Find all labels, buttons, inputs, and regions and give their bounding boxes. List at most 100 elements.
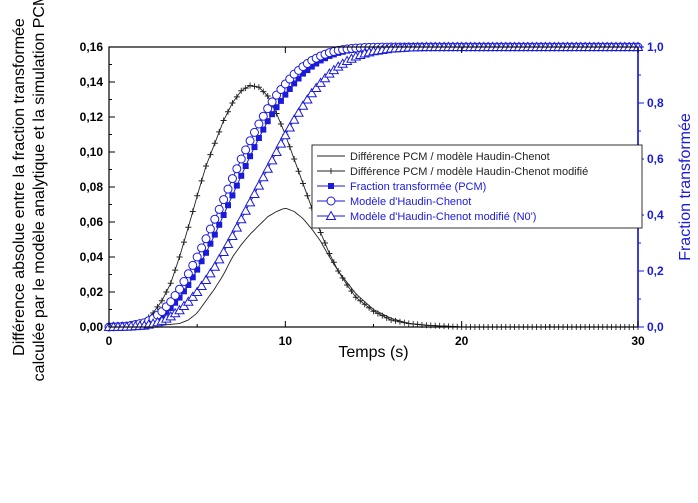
filled-square-marker <box>185 282 192 288</box>
filled-square-marker <box>277 97 284 104</box>
filled-square-marker <box>273 104 280 111</box>
open-circle-marker <box>179 277 189 286</box>
plus-marker <box>291 156 298 162</box>
filled-square-marker <box>255 135 262 141</box>
legend-item: Fraction transformée (PCM) <box>317 181 486 193</box>
open-circle-marker <box>219 195 229 205</box>
open-triangle-marker <box>182 296 194 306</box>
filled-square-marker <box>229 192 236 199</box>
right-y-tick-label: 0,0 <box>647 320 664 334</box>
plus-marker <box>251 83 258 90</box>
plus-marker <box>379 312 386 319</box>
plus-marker <box>370 308 377 315</box>
open-circle-marker <box>166 297 176 307</box>
open-circle-marker <box>175 284 185 294</box>
legend-item: Modèle d'Haudin-Chenot <box>317 196 471 208</box>
left-y-tick-label: 0,04 <box>80 250 104 264</box>
legend-label: Fraction transformée (PCM) <box>350 181 486 193</box>
left-y-axis-ticks: 0,00 0,02 0,04 0,06 0,08 0,10 0,12 0,14 0,16 <box>80 40 115 334</box>
filled-square-marker <box>286 86 293 92</box>
open-triangle-marker <box>213 253 225 264</box>
open-triangle-marker <box>205 267 216 278</box>
filled-square-marker <box>313 60 320 67</box>
plus-marker <box>260 88 267 95</box>
legend-item: Différence PCM / modèle Haudin-Chenot mo… <box>317 166 588 178</box>
filled-square-marker <box>242 163 249 169</box>
x-tick-label: 0 <box>106 334 113 348</box>
filled-square-marker <box>299 70 306 77</box>
left-y-tick-label: 0,14 <box>80 75 104 89</box>
open-triangle-marker <box>315 77 326 87</box>
plus-marker <box>348 288 355 295</box>
plus-marker <box>154 303 161 310</box>
plus-marker <box>277 121 284 127</box>
plus-marker <box>207 151 214 158</box>
filled-square-marker <box>238 172 245 179</box>
plus-marker <box>401 319 408 326</box>
plus-marker <box>304 192 311 199</box>
plus-marker <box>172 267 179 274</box>
plus-marker <box>299 180 306 187</box>
left-y-tick-label: 0,02 <box>80 285 104 299</box>
filled-square-marker <box>176 294 183 301</box>
right-y-tick-label: 0,6 <box>647 152 664 166</box>
open-triangle-marker <box>288 114 300 124</box>
legend-label: Modèle d'Haudin-Chenot modifié (N0') <box>350 211 536 223</box>
left-y-tick-label: 0,10 <box>80 145 104 159</box>
filled-square-marker <box>264 118 271 125</box>
open-triangle-marker <box>325 210 337 220</box>
plus-marker <box>339 275 346 281</box>
plus-marker <box>374 310 381 317</box>
plus-marker <box>383 314 390 321</box>
filled-square-marker <box>198 258 205 265</box>
filled-square-marker <box>233 182 240 189</box>
open-circle-marker <box>210 214 220 224</box>
plus-marker <box>185 224 192 231</box>
open-triangle-marker <box>235 213 247 224</box>
open-circle-marker <box>183 269 193 279</box>
open-triangle-marker <box>306 87 318 98</box>
open-circle-marker <box>197 243 207 253</box>
legend-label: Différence PCM / modèle Haudin-Chenot <box>350 151 550 163</box>
open-triangle-marker <box>227 230 238 240</box>
right-y-tick-label: 0,2 <box>647 264 664 278</box>
legend-item: Différence PCM / modèle Haudin-Chenot <box>317 151 550 163</box>
filled-square-marker <box>189 274 196 281</box>
right-y-axis-ticks: 0,0 0,2 0,4 0,6 0,8 1,0 <box>638 40 664 334</box>
plus-marker <box>238 87 245 94</box>
plus-marker <box>317 229 324 236</box>
open-circle-marker <box>223 184 233 194</box>
filled-square-marker <box>202 249 209 256</box>
open-triangle-marker <box>293 107 304 117</box>
left-y-axis-title-line-1: Différence absolue entre la fraction tra… <box>11 18 28 356</box>
open-circle-marker <box>245 136 255 146</box>
plus-marker <box>396 318 403 325</box>
open-triangle-marker <box>302 93 313 104</box>
plus-marker <box>194 192 201 199</box>
open-circle-marker <box>232 164 242 174</box>
open-triangle-marker <box>187 291 199 301</box>
plus-marker <box>202 163 209 169</box>
plus-marker <box>198 177 205 184</box>
plus-marker <box>264 93 271 99</box>
filled-square-marker <box>172 299 179 306</box>
open-triangle-marker <box>279 129 291 140</box>
plus-marker <box>225 108 232 115</box>
open-circle-marker <box>241 145 251 155</box>
plus-marker <box>180 239 187 246</box>
plus-marker <box>361 301 368 308</box>
open-circle-marker <box>188 260 198 270</box>
open-circle-marker <box>267 97 277 107</box>
x-tick-label: 30 <box>631 334 645 348</box>
filled-square-marker <box>308 63 315 70</box>
open-circle-marker <box>170 291 180 300</box>
open-triangle-marker <box>310 82 322 93</box>
left-y-tick-label: 0,00 <box>80 320 104 334</box>
left-y-axis-title-line-2: calculée par le modèle analytique et la … <box>31 0 48 381</box>
open-circle-marker <box>254 119 264 129</box>
open-triangle-marker <box>244 196 256 207</box>
open-triangle-marker <box>196 280 207 290</box>
open-circle-marker <box>263 104 273 114</box>
